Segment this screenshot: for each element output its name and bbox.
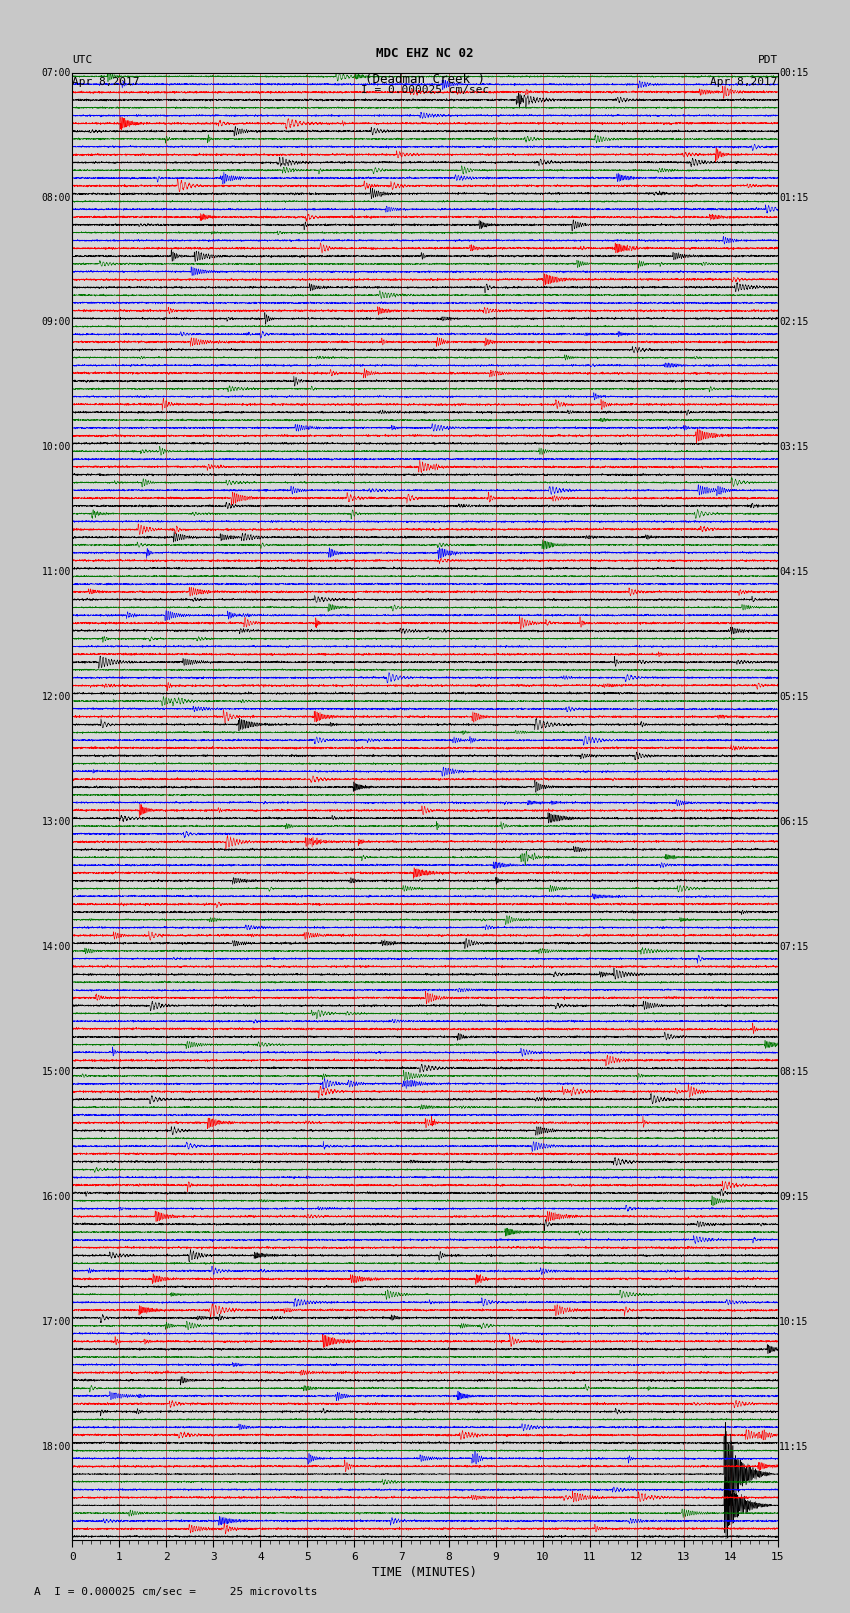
Text: 08:15: 08:15 <box>779 1066 808 1077</box>
Text: 18:00: 18:00 <box>42 1442 71 1452</box>
Text: 09:00: 09:00 <box>42 318 71 327</box>
Text: 13:00: 13:00 <box>42 818 71 827</box>
Text: 16:00: 16:00 <box>42 1192 71 1202</box>
Text: 06:15: 06:15 <box>779 818 808 827</box>
Text: 17:00: 17:00 <box>42 1316 71 1327</box>
Text: 11:00: 11:00 <box>42 568 71 577</box>
Text: 03:15: 03:15 <box>779 442 808 452</box>
Text: 02:15: 02:15 <box>779 318 808 327</box>
Text: 05:15: 05:15 <box>779 692 808 702</box>
X-axis label: TIME (MINUTES): TIME (MINUTES) <box>372 1566 478 1579</box>
Text: 04:15: 04:15 <box>779 568 808 577</box>
Text: Apr 8,2017: Apr 8,2017 <box>711 77 778 87</box>
Text: 12:00: 12:00 <box>42 692 71 702</box>
Text: 14:00: 14:00 <box>42 942 71 952</box>
Text: I = 0.000025 cm/sec: I = 0.000025 cm/sec <box>361 85 489 95</box>
Text: 00:15: 00:15 <box>779 68 808 77</box>
Text: 01:15: 01:15 <box>779 192 808 203</box>
Text: 15:00: 15:00 <box>42 1066 71 1077</box>
Text: 07:00: 07:00 <box>42 68 71 77</box>
Text: 07:15: 07:15 <box>779 942 808 952</box>
Text: A  I = 0.000025 cm/sec =     25 microvolts: A I = 0.000025 cm/sec = 25 microvolts <box>34 1587 318 1597</box>
Text: 08:00: 08:00 <box>42 192 71 203</box>
Text: 10:15: 10:15 <box>779 1316 808 1327</box>
Text: 10:00: 10:00 <box>42 442 71 452</box>
Text: 11:15: 11:15 <box>779 1442 808 1452</box>
Text: UTC: UTC <box>72 55 93 65</box>
Text: (Deadman Creek ): (Deadman Creek ) <box>365 73 485 85</box>
Text: PDT: PDT <box>757 55 778 65</box>
Text: Apr 8,2017: Apr 8,2017 <box>72 77 139 87</box>
Text: 09:15: 09:15 <box>779 1192 808 1202</box>
Text: MDC EHZ NC 02: MDC EHZ NC 02 <box>377 47 473 60</box>
